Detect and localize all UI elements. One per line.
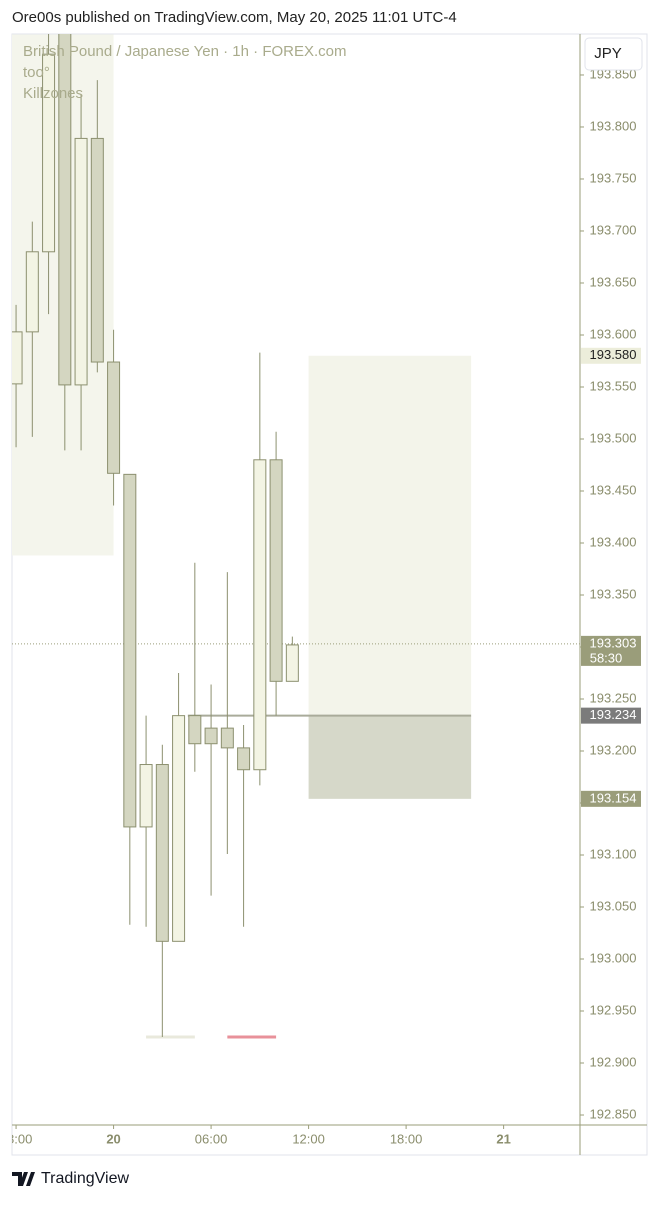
price-label: 193.580 [590,347,637,362]
x-tick-label: 20 [106,1131,120,1146]
y-tick-label: 193.750 [590,170,637,185]
candle-body [172,715,186,942]
price-label: 193.303 [590,635,637,650]
y-tick-label: 193.700 [590,222,637,237]
footer-brand: TradingView [41,1170,129,1187]
y-tick-label: 192.900 [590,1054,637,1069]
price-label-box [581,635,641,666]
candle-body [12,331,23,385]
price-label-box [581,347,641,364]
candle-body [107,361,121,474]
price-label: 193.154 [590,790,637,805]
candle-body [220,727,234,749]
candle-body [188,715,202,745]
candle-body [285,644,299,682]
candle-body [237,747,251,771]
y-tick-label: 193.650 [590,274,637,289]
candle-body [139,764,153,828]
candle-body [204,727,218,745]
profit-zone [308,355,472,716]
x-tick-label: 06:00 [195,1131,228,1146]
x-tick-label: 21 [496,1131,510,1146]
y-tick-label: 192.950 [590,1002,637,1017]
y-tick-label: 193.500 [590,430,637,445]
candle-body [90,137,104,363]
y-tick-label: 193.550 [590,378,637,393]
x-tick-label: 18:00 [0,1131,32,1146]
loss-zone [308,715,472,799]
candle-body [123,473,137,828]
frame [11,33,648,1156]
candle-body [155,764,169,942]
candle-body [253,459,267,771]
y-tick-label: 193.100 [590,846,637,861]
legend-item: British Pound / Japanese Yen · 1h · FORE… [23,43,347,60]
currency-button[interactable] [584,37,643,71]
currency-label: JPY [594,45,622,62]
legend-item: Killzones [23,85,83,102]
candle-body [58,34,72,386]
candle-body [42,53,56,253]
candle-body [25,251,39,333]
countdown: 58:30 [590,650,623,665]
y-tick-label: 193.800 [590,118,637,133]
y-tick-label: 193.350 [590,586,637,601]
header: Ore00s published on TradingView.com, May… [12,9,457,26]
x-tick-label: 18:00 [390,1131,423,1146]
x-tick-label: 12:00 [292,1131,325,1146]
price-label: 193.234 [590,707,637,722]
y-tick-label: 193.450 [590,482,637,497]
y-tick-label: 192.850 [590,1106,637,1121]
y-tick-label: 193.000 [590,950,637,965]
candle-body [74,137,88,386]
legend-item: too° [23,64,50,81]
candle-body [269,459,283,682]
price-label-box [581,707,641,724]
y-tick-label: 193.250 [590,690,637,705]
y-tick-label: 193.400 [590,534,637,549]
logo [12,1172,35,1186]
price-label-box [581,790,641,807]
y-tick-label: 193.200 [590,742,637,757]
y-tick-label: 193.050 [590,898,637,913]
y-tick-label: 193.600 [590,326,637,341]
